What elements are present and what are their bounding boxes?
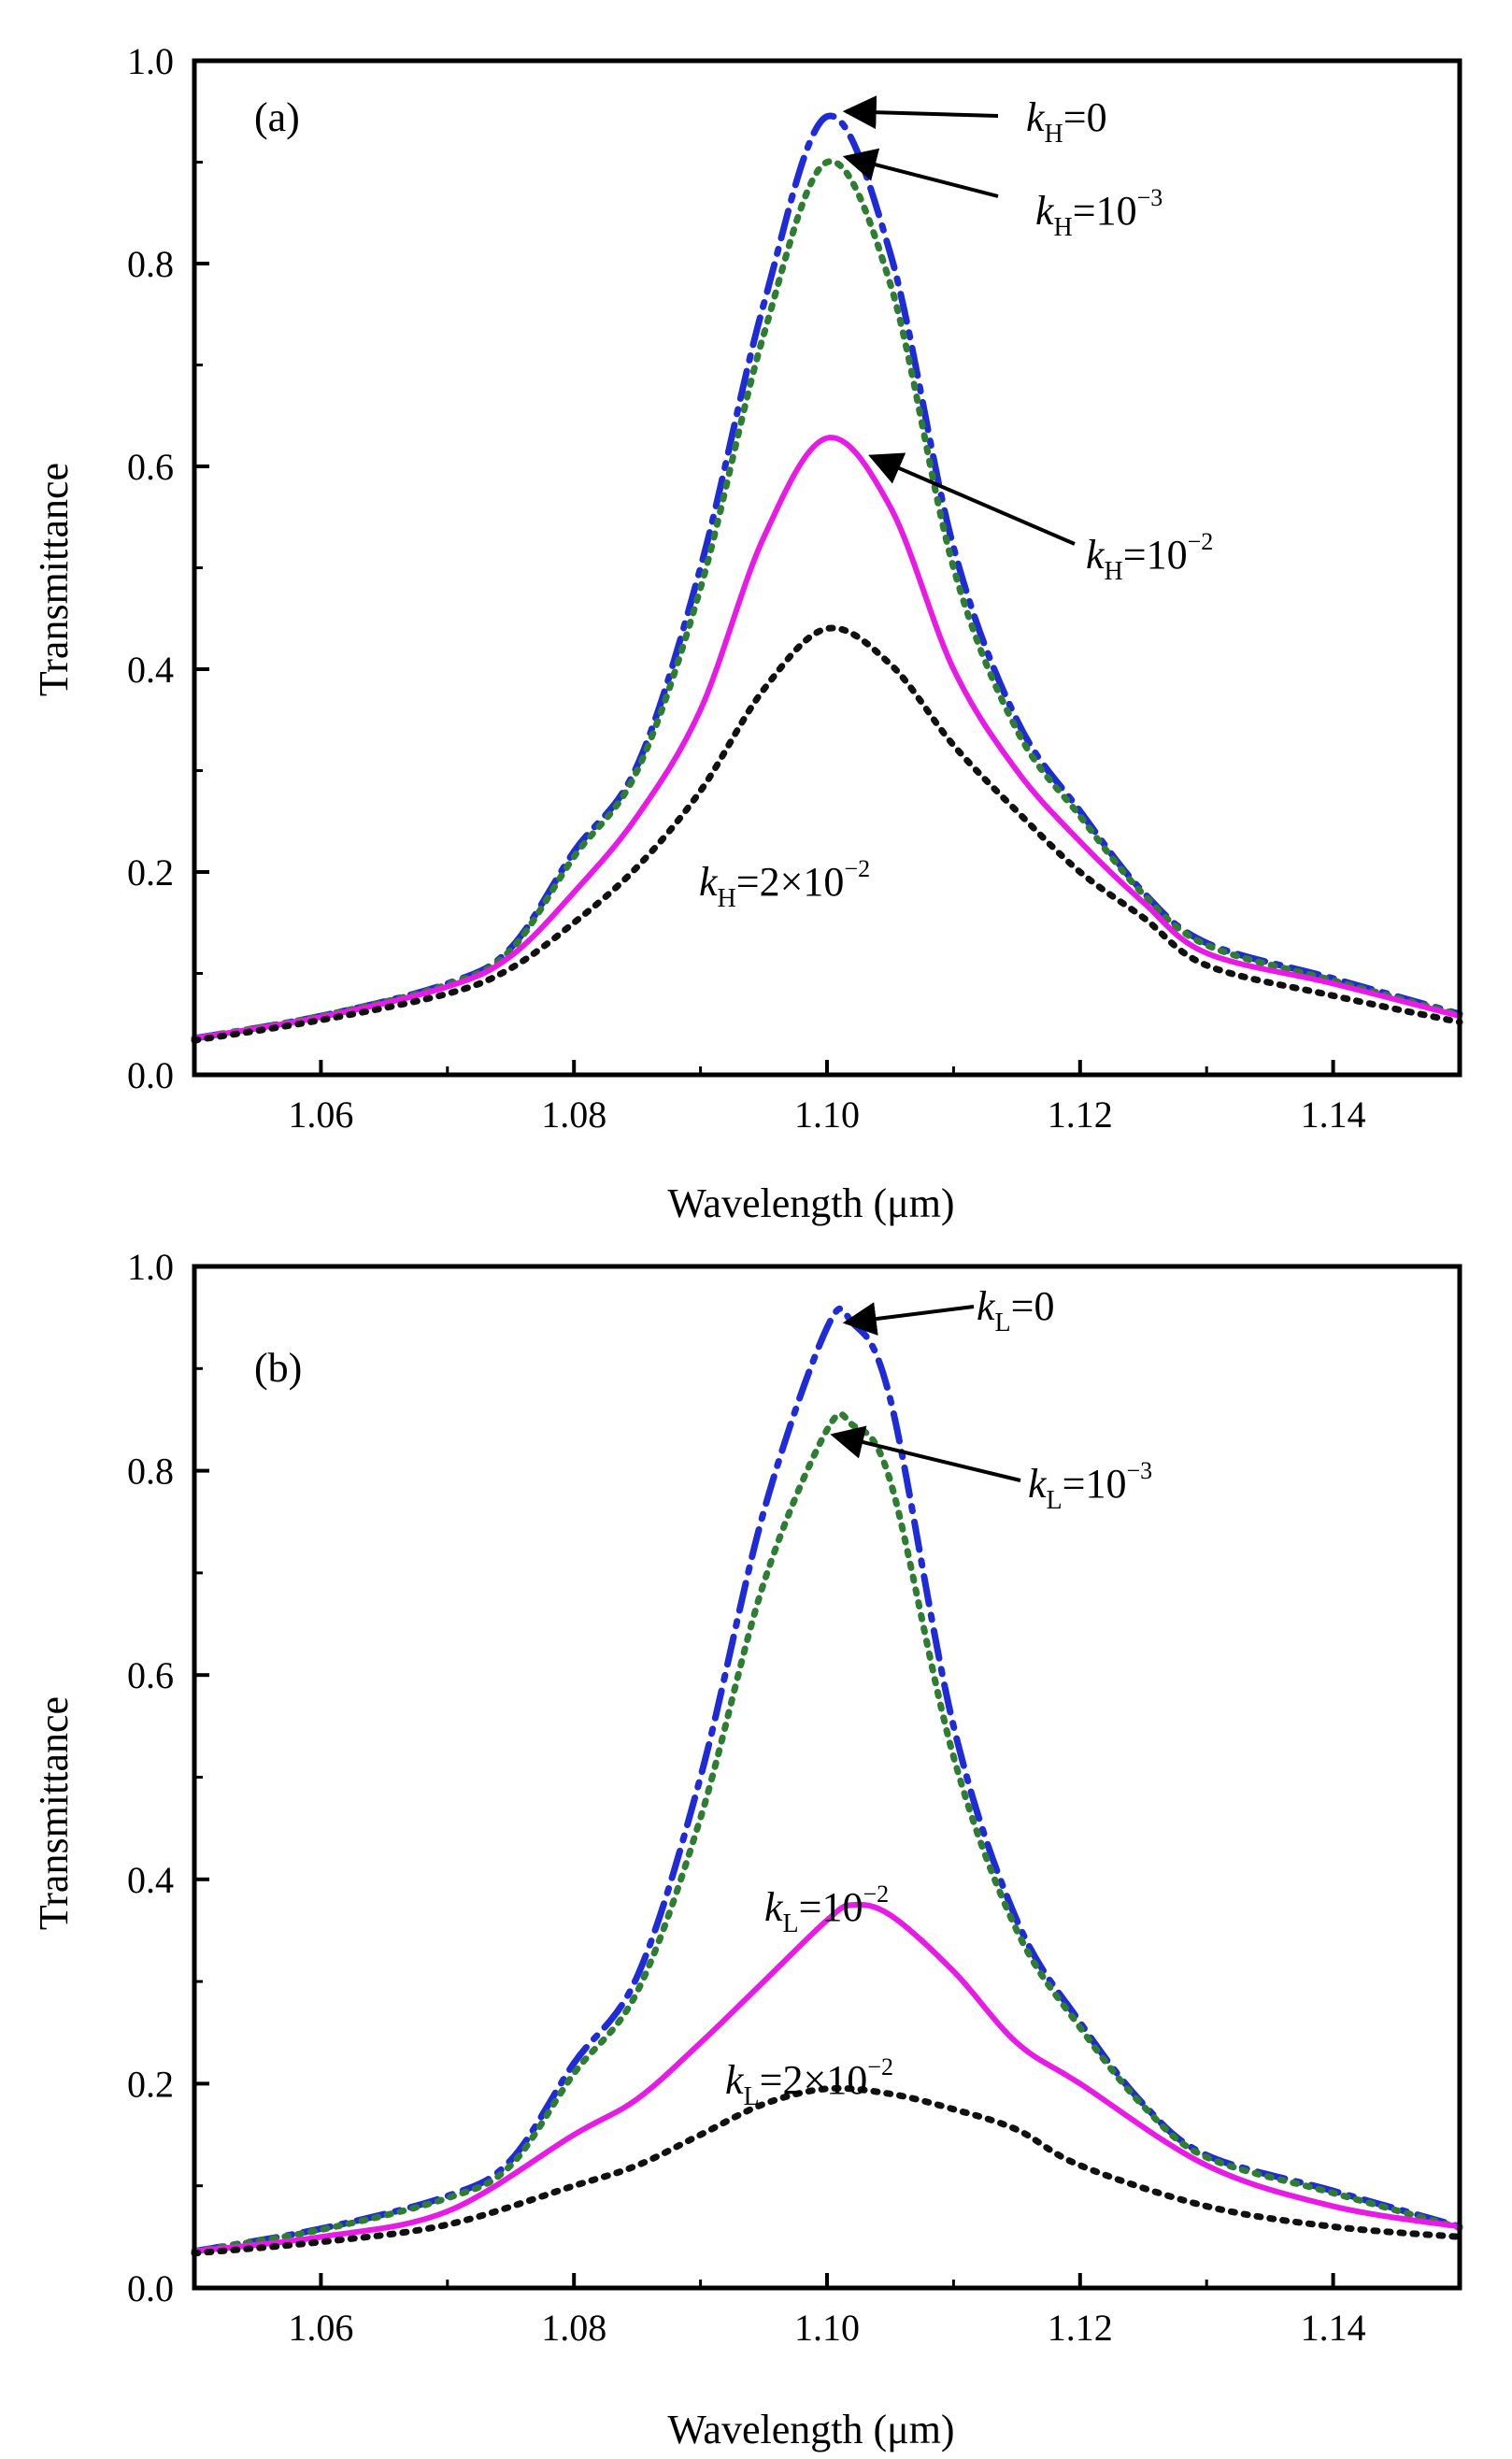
annotation-symbol: k xyxy=(1086,532,1105,578)
annotation-arrow xyxy=(842,148,999,198)
annotation-value: =10 xyxy=(799,1884,863,1930)
annotation-superscript: −2 xyxy=(863,1880,889,1908)
annotation-subscript: H xyxy=(718,884,736,913)
y-tick-label: 0.2 xyxy=(127,2063,174,2105)
annotation-subscript: L xyxy=(1047,1486,1063,1515)
curve-annotation: kH=0 xyxy=(1026,94,1107,149)
y-tick-label: 0.0 xyxy=(127,2267,174,2309)
series-lines xyxy=(191,112,1463,1044)
annotation-value: =2×10 xyxy=(760,2057,868,2103)
annotation-value: =10 xyxy=(1073,188,1137,234)
x-tick-label: 1.14 xyxy=(1301,1094,1366,1136)
curve-annotation: kL=10−2 xyxy=(764,1880,889,1938)
annotation-value: =10 xyxy=(1123,532,1188,578)
x-axis-title: Wavelength (μm) xyxy=(667,2407,954,2452)
y-tick-label: 1.0 xyxy=(127,1246,174,1288)
annotation-subscript: H xyxy=(1054,213,1073,242)
series-line-2 xyxy=(192,435,1462,1041)
annotation-symbol: k xyxy=(977,1283,996,1329)
y-tick-label: 0.6 xyxy=(127,1654,174,1696)
annotation-superscript: −2 xyxy=(1188,528,1214,555)
panel-label: (b) xyxy=(254,1345,302,1391)
annotation-symbol: k xyxy=(699,859,719,905)
annotation-superscript: −3 xyxy=(1126,1457,1152,1484)
annotation-symbol: k xyxy=(1035,188,1055,234)
annotation-subscript: H xyxy=(1105,557,1123,586)
curve-annotation: kL=0 xyxy=(977,1283,1054,1337)
y-tick-label: 1.0 xyxy=(127,40,174,82)
curve-annotation: kH=10−2 xyxy=(1086,528,1213,586)
annotation-superscript: −2 xyxy=(844,855,870,882)
x-tick-label: 1.06 xyxy=(288,1094,353,1136)
chart-panel-b: 1.06 1.08 1.10 1.12 1.14 0.0 0.2 0.4 0.6 0.8 1.0 (… xyxy=(31,1246,1463,2452)
curve-annotation: kL=2×10−2 xyxy=(725,2053,893,2111)
plot-frame xyxy=(192,1264,1462,2291)
curve-annotation: kL=10−3 xyxy=(1028,1457,1152,1515)
series-line-3 xyxy=(191,2084,1463,2257)
x-tick-label: 1.08 xyxy=(541,1094,606,1136)
series-line-1 xyxy=(191,158,1463,1042)
axis-ticks: 1.06 1.08 1.10 1.12 1.14 0.0 0.2 0.4 0.6 0.8 1.0 xyxy=(127,1246,1462,2349)
x-tick-label: 1.12 xyxy=(1048,1094,1113,1136)
x-tick-label: 1.10 xyxy=(794,2307,860,2349)
series-line-1 xyxy=(191,1410,1463,2255)
annotation-arrow xyxy=(830,1425,1021,1482)
x-axis-title: Wavelength (μm) xyxy=(667,1180,954,1226)
y-tick-label: 0.0 xyxy=(127,1054,174,1096)
axis-ticks: 1.06 1.08 1.10 1.12 1.14 0.0 0.2 0.4 0.6 0.8 1.0 xyxy=(127,40,1462,1136)
y-tick-label: 0.4 xyxy=(127,1859,174,1901)
annotation-value: =2×10 xyxy=(736,859,845,905)
annotation-symbol: k xyxy=(725,2057,745,2103)
annotation-value: =0 xyxy=(1063,94,1107,140)
annotation-arrow xyxy=(842,95,999,130)
annotation-subscript: L xyxy=(744,2082,760,2111)
annotation-value: =0 xyxy=(1011,1283,1055,1329)
annotation-subscript: L xyxy=(995,1308,1011,1337)
curve-annotation: kH=2×10−2 xyxy=(699,855,870,913)
y-tick-label: 0.6 xyxy=(127,446,174,488)
x-tick-label: 1.14 xyxy=(1301,2307,1366,2349)
annotation-superscript: −2 xyxy=(867,2053,893,2080)
x-tick-label: 1.12 xyxy=(1048,2307,1113,2349)
annotation-symbol: k xyxy=(764,1884,784,1930)
y-tick-label: 0.8 xyxy=(127,1451,174,1493)
annotation-arrow xyxy=(842,1302,975,1336)
curve-annotations: kL=0kL=10−3kL=10−2kL=2×10−2 xyxy=(725,1283,1152,2111)
panel-label: (a) xyxy=(254,94,300,140)
series-line-2 xyxy=(192,1901,1462,2254)
x-tick-label: 1.08 xyxy=(541,2307,606,2349)
annotation-arrow xyxy=(868,452,1076,546)
series-line-3 xyxy=(191,624,1463,1044)
annotation-symbol: k xyxy=(1028,1461,1048,1507)
y-tick-label: 0.2 xyxy=(127,851,174,894)
annotation-superscript: −3 xyxy=(1137,184,1163,211)
chart-panel-a: 1.06 1.08 1.10 1.12 1.14 0.0 0.2 0.4 0.6 0.8 1.0 (… xyxy=(31,40,1463,1226)
series-lines xyxy=(191,1305,1463,2257)
annotation-symbol: k xyxy=(1026,94,1046,140)
annotation-subscript: L xyxy=(783,1909,799,1938)
y-tick-label: 0.8 xyxy=(127,243,174,285)
curve-annotation: kH=10−3 xyxy=(1035,184,1163,242)
curve-annotations: kH=0kH=10−3kH=10−2kH=2×10−2 xyxy=(699,94,1213,913)
series-line-0 xyxy=(191,1305,1463,2255)
plot-frame xyxy=(192,58,1462,1078)
annotation-value: =10 xyxy=(1063,1461,1127,1507)
y-axis-title: Transmittance xyxy=(31,1696,77,1930)
y-tick-label: 0.4 xyxy=(127,649,174,691)
y-axis-title: Transmittance xyxy=(31,463,77,696)
x-tick-label: 1.06 xyxy=(288,2307,353,2349)
annotation-subscript: H xyxy=(1045,120,1063,149)
x-tick-label: 1.10 xyxy=(794,1094,860,1136)
